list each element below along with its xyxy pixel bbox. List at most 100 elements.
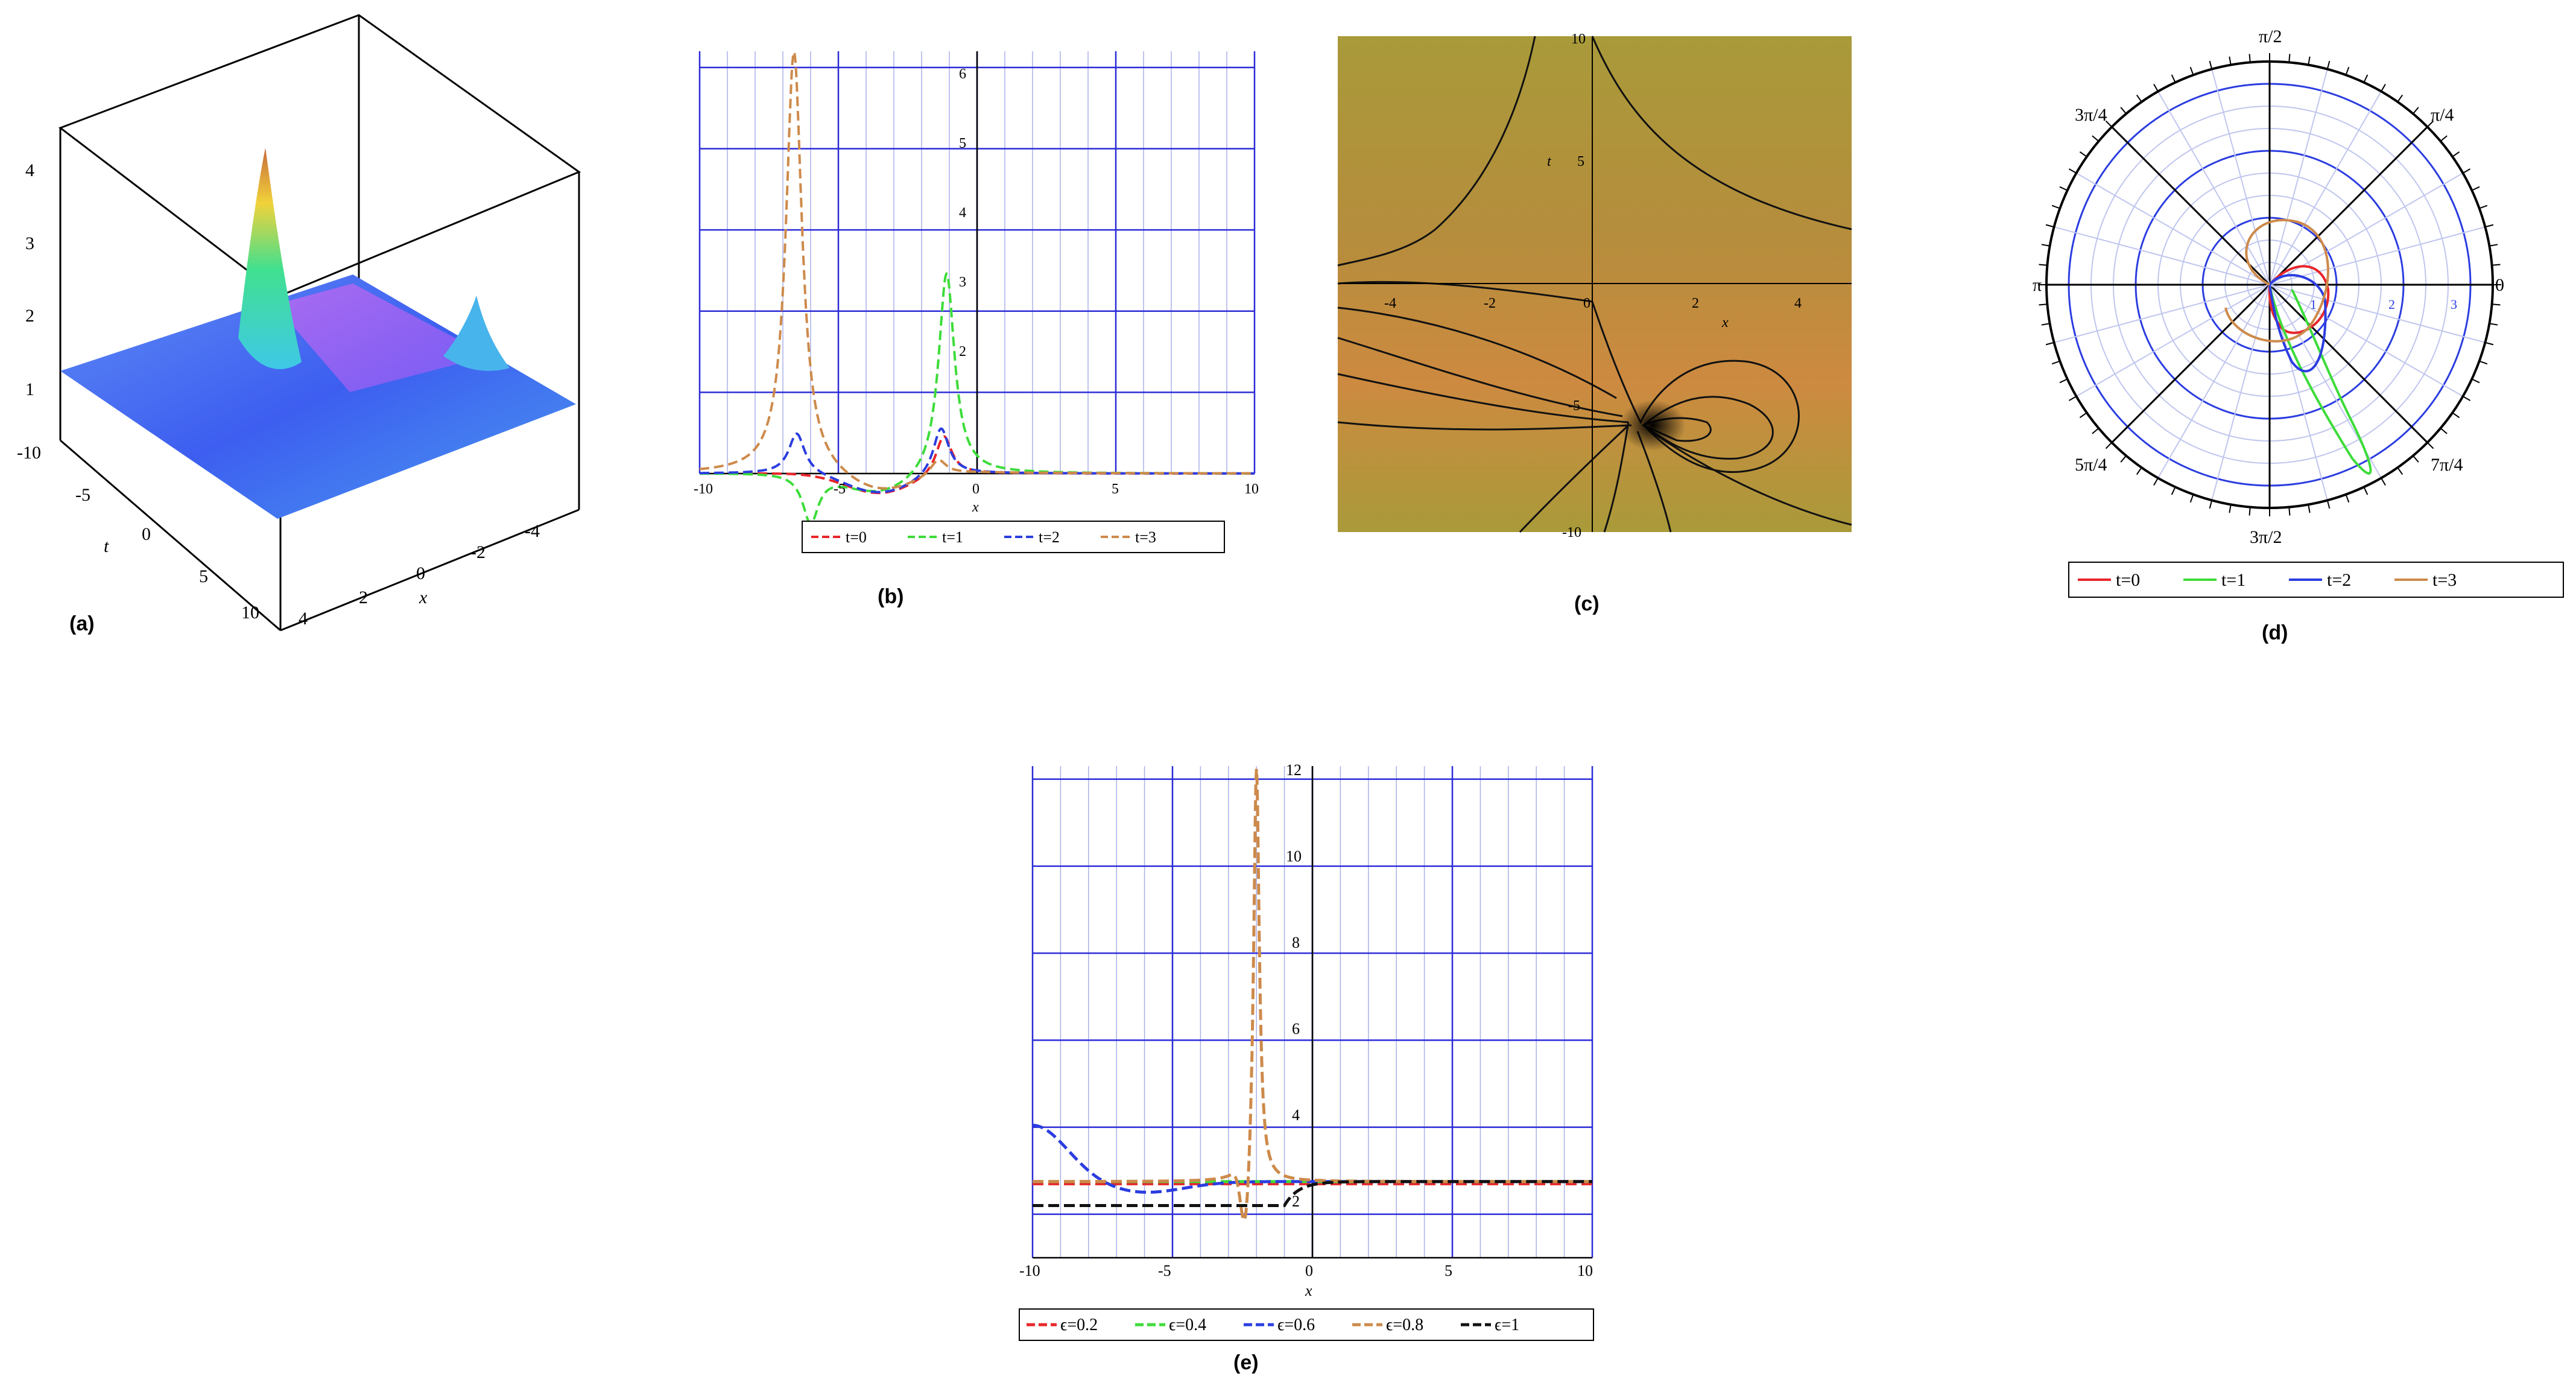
angle-label: π/4 — [2431, 105, 2454, 125]
legend-entry: ϵ=0.4 — [1169, 1316, 1206, 1334]
legend-entry: t=2 — [1039, 528, 1060, 546]
polar-tick — [2363, 486, 2369, 495]
polar-spoke — [2211, 69, 2270, 285]
z-tick: 4 — [25, 160, 34, 180]
contour-lines — [1337, 36, 1852, 533]
polar-tick — [2381, 83, 2386, 92]
polar-tick — [2471, 378, 2480, 384]
polar-curve-t1 — [2268, 284, 2372, 475]
polar-tick — [2120, 107, 2127, 115]
x-tick: 0 — [1583, 296, 1590, 311]
x-tick: 2 — [1692, 296, 1699, 311]
y-tick: 2 — [1292, 1193, 1300, 1210]
polar-tick — [2041, 323, 2050, 326]
polar-spoke — [2269, 91, 2382, 285]
polar-tick — [2326, 500, 2331, 509]
angle-label: 3π/2 — [2250, 527, 2282, 547]
curves-e — [1033, 769, 1592, 1223]
polar-tick — [2426, 120, 2434, 128]
x-axis-label: x — [1305, 1282, 1312, 1299]
polar-spoke — [2269, 69, 2328, 285]
x-tick: -4 — [525, 521, 540, 541]
x-tick: 4 — [299, 609, 308, 629]
polar-tick — [2041, 244, 2050, 247]
polar-spoke — [2111, 126, 2271, 286]
legend-entry: ϵ=0.6 — [1277, 1316, 1315, 1334]
polar-grid — [2038, 53, 2501, 516]
y-tick: 4 — [959, 205, 966, 221]
panel-label-b: (b) — [878, 585, 903, 608]
panel-b: -10 -5 0 5 10 x 2 3 4 5 6 t=0 t=1 t=2 t=… — [694, 48, 1259, 608]
polar-tick — [2136, 94, 2142, 103]
polar-tick — [2345, 494, 2350, 503]
angle-label: 7π/4 — [2431, 455, 2463, 475]
angle-label: π/2 — [2259, 27, 2282, 46]
polar-tick — [2492, 303, 2501, 306]
polar-spoke — [2157, 91, 2270, 285]
polar-tick — [2171, 74, 2176, 83]
y-tick: 2 — [959, 344, 966, 360]
series-line-ϵ=1 — [1033, 1180, 1592, 1207]
polar-tick — [2068, 168, 2077, 174]
t-tick: -5 — [75, 485, 90, 505]
x-tick: 0 — [1305, 1262, 1313, 1279]
polar-tick — [2452, 151, 2460, 157]
x-tick: -5 — [834, 481, 846, 497]
x-tick: -2 — [1484, 296, 1496, 311]
box-top-edge — [58, 14, 581, 297]
polar-spoke — [2269, 284, 2463, 397]
legend-entry: ϵ=0.8 — [1386, 1316, 1423, 1334]
legend-entry: t=0 — [2116, 570, 2140, 590]
contour-singularity — [1619, 400, 1686, 451]
panel-d: 0 π/4 π/2 3π/4 π 5π/4 3π/2 7π/4 1 2 3 t=… — [2033, 27, 2564, 644]
polar-spoke — [2076, 284, 2270, 397]
polar-tick — [2039, 303, 2048, 306]
grid-b — [698, 51, 1256, 475]
polar-spoke — [2076, 173, 2270, 285]
polar-tick — [2479, 360, 2488, 365]
polar-spoke — [2268, 284, 2428, 443]
legend-entry: t=0 — [846, 528, 867, 546]
y-tick: 5 — [959, 136, 966, 151]
polar-tick — [2059, 186, 2068, 191]
polar-tick — [2209, 60, 2213, 69]
x-axis-label: x — [419, 588, 428, 607]
polar-tick — [2229, 56, 2232, 65]
t-tick: 5 — [199, 566, 208, 586]
y-tick: -10 — [1562, 525, 1581, 540]
polar-spoke — [2054, 226, 2270, 285]
x-axis-label: x — [972, 499, 979, 515]
x-tick: 4 — [1794, 296, 1802, 311]
polar-tick — [2413, 455, 2419, 463]
polar-tick — [2045, 224, 2054, 228]
x-tick: 2 — [359, 588, 368, 607]
polar-tick — [2479, 204, 2488, 209]
y-tick: -5 — [1568, 398, 1580, 414]
polar-spoke — [2054, 284, 2270, 343]
y-tick: 10 — [1571, 31, 1586, 47]
radial-tick: 3 — [2451, 297, 2457, 312]
polar-tick — [2229, 504, 2232, 513]
polar-spoke — [2269, 226, 2486, 285]
polar-tick — [2485, 341, 2494, 346]
surface-plateau — [274, 284, 489, 392]
polar-tick — [2189, 494, 2194, 503]
legend-d — [2068, 562, 2564, 598]
polar-tick — [2397, 94, 2404, 103]
polar-curve-t0 — [2268, 265, 2330, 334]
polar-tick — [2092, 428, 2100, 434]
grid-e — [1031, 766, 1593, 1259]
polar-tick — [2462, 168, 2471, 174]
z-tick: 2 — [25, 306, 34, 326]
y-tick: 6 — [1292, 1020, 1300, 1038]
x-tick: 5 — [1112, 481, 1119, 497]
polar-tick — [2105, 442, 2113, 449]
polar-tick — [2308, 56, 2311, 65]
polar-tick — [2452, 412, 2460, 419]
x-tick: -2 — [470, 542, 486, 562]
x-tick: -4 — [1384, 296, 1396, 311]
polar-tick — [2345, 66, 2350, 75]
polar-tick — [2171, 486, 2176, 495]
polar-tick — [2426, 442, 2434, 449]
